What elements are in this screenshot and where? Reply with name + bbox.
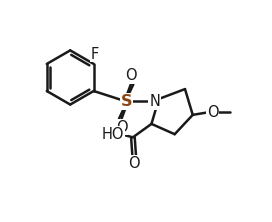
Text: O: O — [128, 156, 140, 170]
Text: HO: HO — [102, 127, 124, 142]
Text: O: O — [125, 68, 137, 83]
Text: O: O — [116, 120, 127, 135]
Text: N: N — [149, 94, 160, 109]
Text: F: F — [91, 47, 99, 62]
Text: S: S — [120, 94, 132, 109]
Text: O: O — [207, 105, 218, 120]
